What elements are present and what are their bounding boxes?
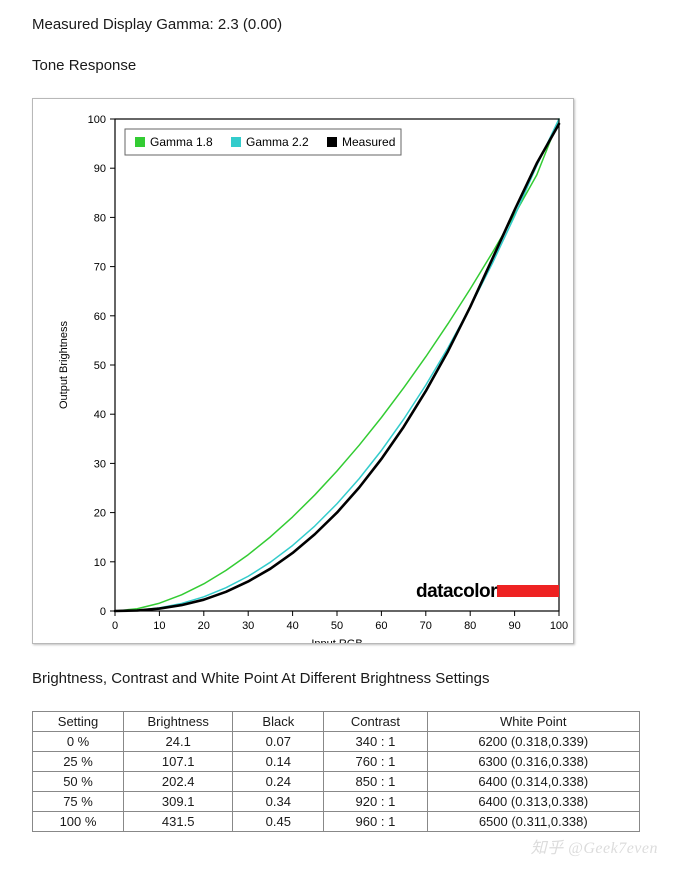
table-row: 100 %431.50.45960 : 16500 (0.311,0.338) [33,812,640,832]
table-cell: 0.14 [233,752,324,772]
table-cell: 6500 (0.311,0.338) [427,812,639,832]
svg-text:60: 60 [94,311,106,323]
table-cell: 850 : 1 [324,772,427,792]
svg-text:100: 100 [550,620,568,632]
svg-text:20: 20 [198,620,210,632]
table-cell: 202.4 [124,772,233,792]
svg-text:100: 100 [88,114,106,126]
gamma-title: Measured Display Gamma: 2.3 (0.00) [32,16,674,33]
svg-text:80: 80 [464,620,476,632]
svg-text:40: 40 [286,620,298,632]
tone-title: Tone Response [32,57,674,74]
svg-text:Measured: Measured [342,135,395,149]
svg-text:datacolor: datacolor [416,581,498,602]
table-cell: 760 : 1 [324,752,427,772]
table-cell: 309.1 [124,792,233,812]
table-cell: 100 % [33,812,124,832]
brightness-table: SettingBrightnessBlackContrastWhite Poin… [32,711,640,832]
svg-text:90: 90 [508,620,520,632]
table-cell: 0.34 [233,792,324,812]
svg-text:50: 50 [331,620,343,632]
table-header: Contrast [324,712,427,732]
table-cell: 6400 (0.313,0.338) [427,792,639,812]
svg-text:70: 70 [420,620,432,632]
table-cell: 25 % [33,752,124,772]
svg-text:10: 10 [94,557,106,569]
table-cell: 6400 (0.314,0.338) [427,772,639,792]
table-row: 50 %202.40.24850 : 16400 (0.314,0.338) [33,772,640,792]
table-cell: 24.1 [124,732,233,752]
table-cell: 0.24 [233,772,324,792]
table-cell: 75 % [33,792,124,812]
table-cell: 107.1 [124,752,233,772]
table-header: Brightness [124,712,233,732]
svg-text:70: 70 [94,262,106,274]
svg-text:Output Brightness: Output Brightness [58,320,70,409]
table-row: 0 %24.10.07340 : 16200 (0.318,0.339) [33,732,640,752]
table-cell: 920 : 1 [324,792,427,812]
watermark: 知乎 @Geek7even [531,834,658,858]
svg-text:30: 30 [94,458,106,470]
svg-text:40: 40 [94,409,106,421]
table-cell: 960 : 1 [324,812,427,832]
table-cell: 340 : 1 [324,732,427,752]
table-row: 25 %107.10.14760 : 16300 (0.316,0.338) [33,752,640,772]
table-cell: 6300 (0.316,0.338) [427,752,639,772]
table-cell: 50 % [33,772,124,792]
tone-response-chart: 0 10 20 30 40 50 60 70 80 90 100 0 10 20 30 40 50 60 70 80 9… [32,98,574,644]
svg-text:50: 50 [94,360,106,372]
table-header: Black [233,712,324,732]
table-cell: 0 % [33,732,124,752]
table-cell: 0.45 [233,812,324,832]
svg-text:Gamma 1.8: Gamma 1.8 [150,135,213,149]
svg-text:20: 20 [94,508,106,520]
svg-text:0: 0 [112,620,118,632]
table-header: Setting [33,712,124,732]
table-title: Brightness, Contrast and White Point At … [32,670,674,687]
svg-text:Input RGB: Input RGB [311,638,362,643]
svg-text:60: 60 [375,620,387,632]
chart-svg: 0 10 20 30 40 50 60 70 80 90 100 0 10 20 30 40 50 60 70 80 9… [33,99,573,643]
svg-text:80: 80 [94,212,106,224]
svg-text:Gamma 2.2: Gamma 2.2 [246,135,309,149]
table-cell: 6200 (0.318,0.339) [427,732,639,752]
svg-text:90: 90 [94,163,106,175]
table-header: White Point [427,712,639,732]
table-cell: 0.07 [233,732,324,752]
table-cell: 431.5 [124,812,233,832]
svg-text:0: 0 [100,606,106,618]
svg-text:30: 30 [242,620,254,632]
svg-text:10: 10 [153,620,165,632]
table-row: 75 %309.10.34920 : 16400 (0.313,0.338) [33,792,640,812]
